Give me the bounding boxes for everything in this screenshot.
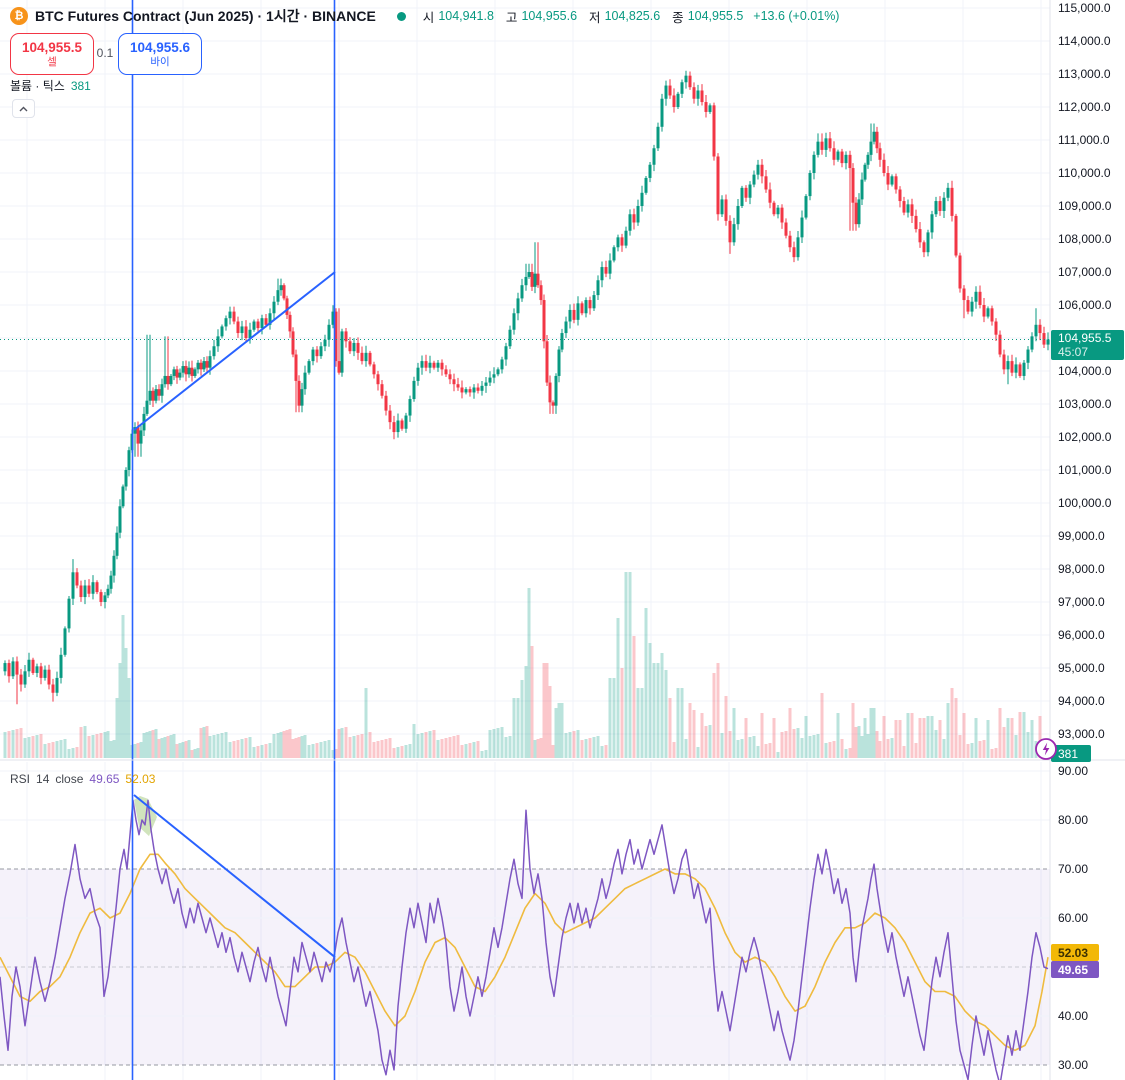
rsi-value: 49.65 <box>89 772 120 786</box>
price-axis-label: 94,000.0 <box>1058 694 1105 708</box>
high-label: 고 <box>505 10 518 25</box>
buy-button[interactable]: 104,955.6 바이 <box>118 33 202 75</box>
volume-label: 볼륨 · 틱스 <box>10 79 65 93</box>
rsi-axis-label: 80.00 <box>1058 813 1089 827</box>
open-value: 104,941.8 <box>438 9 494 23</box>
price-axis-label: 93,000.0 <box>1058 727 1105 741</box>
current-price: 104,955.5 <box>1058 330 1112 345</box>
low-label: 저 <box>589 10 601 25</box>
rsi-ma-badge: 52.03 <box>1051 944 1099 961</box>
quantity-value[interactable]: 0.1 <box>96 46 114 60</box>
sell-price: 104,955.5 <box>21 40 83 56</box>
rsi-source: close <box>55 772 84 786</box>
rsi-axis-label: 60.00 <box>1058 911 1089 925</box>
ohlc-row: 시 104,941.8 고 104,955.6 저 104,825.6 종 10… <box>423 7 840 26</box>
current-price-badge: 104,955.5 45:07 <box>1051 330 1124 360</box>
sell-label: 셀 <box>47 55 57 68</box>
rsi-axis-label: 40.00 <box>1058 1009 1089 1023</box>
bar-countdown: 45:07 <box>1058 345 1089 359</box>
price-axis-label: 97,000.0 <box>1058 595 1105 609</box>
rsi-badge: 49.65 <box>1051 961 1099 978</box>
rsi-ma-value: 52.03 <box>125 772 156 786</box>
rsi-length: 14 <box>36 772 50 786</box>
volume-ticks-value: 381 <box>70 78 91 93</box>
open-label: 시 <box>422 10 435 25</box>
rsi-name: RSI <box>10 772 31 786</box>
price-axis-label: 110,000.0 <box>1058 166 1111 180</box>
rsi-axis-label: 70.00 <box>1058 862 1089 876</box>
price-axis-label: 109,000.0 <box>1058 199 1112 213</box>
price-axis-label: 107,000.0 <box>1058 265 1112 279</box>
volume-legend[interactable]: 볼륨 · 틱스 381 <box>10 77 91 94</box>
price-axis-label: 96,000.0 <box>1058 628 1105 642</box>
buy-label: 바이 <box>150 55 170 68</box>
close-value: 104,955.5 <box>687 9 744 23</box>
rsi-axis-label: 90.00 <box>1058 764 1089 778</box>
bitcoin-icon: ₿ <box>10 7 28 25</box>
price-axis-label: 101,000.0 <box>1058 463 1112 477</box>
low-value: 104,825.6 <box>604 9 661 23</box>
price-axis-label: 103,000.0 <box>1058 397 1112 411</box>
symbol-title[interactable]: BTC Futures Contract (Jun 2025) · 1시간 · … <box>35 8 376 24</box>
price-axis-label: 114,000.0 <box>1058 34 1111 48</box>
collapse-button[interactable] <box>12 99 35 118</box>
price-axis-label: 95,000.0 <box>1058 661 1105 675</box>
price-axis-label: 99,000.0 <box>1058 529 1105 543</box>
rsi-legend[interactable]: RSI 14 close 49.65 52.03 <box>10 772 155 786</box>
price-axis-label: 111,000.0 <box>1058 133 1110 147</box>
price-axis-label: 115,000.0 <box>1058 1 1111 15</box>
price-axis-label: 100,000.0 <box>1058 496 1112 510</box>
price-axis-label: 108,000.0 <box>1058 232 1112 246</box>
price-axis-label: 112,000.0 <box>1058 100 1111 114</box>
flash-icon[interactable] <box>1034 737 1058 761</box>
price-axis-label: 102,000.0 <box>1058 430 1112 444</box>
chevron-up-icon <box>19 106 28 111</box>
ticks-badge: 381 <box>1051 745 1091 762</box>
price-axis-label: 98,000.0 <box>1058 562 1105 576</box>
price-axis-label: 106,000.0 <box>1058 298 1112 312</box>
price-axis-label: 104,000.0 <box>1058 364 1112 378</box>
buy-price: 104,955.6 <box>129 40 191 56</box>
symbol-header: ₿ BTC Futures Contract (Jun 2025) · 1시간 … <box>10 6 839 26</box>
market-status-icon[interactable] <box>396 11 406 21</box>
high-value: 104,955.6 <box>521 9 578 23</box>
change-value: +13.6 (+0.01%) <box>753 9 840 23</box>
price-axis-label: 113,000.0 <box>1058 67 1111 81</box>
sell-button[interactable]: 104,955.5 셀 <box>10 33 94 75</box>
close-label: 종 <box>672 10 684 25</box>
rsi-axis-label: 30.00 <box>1058 1058 1089 1072</box>
